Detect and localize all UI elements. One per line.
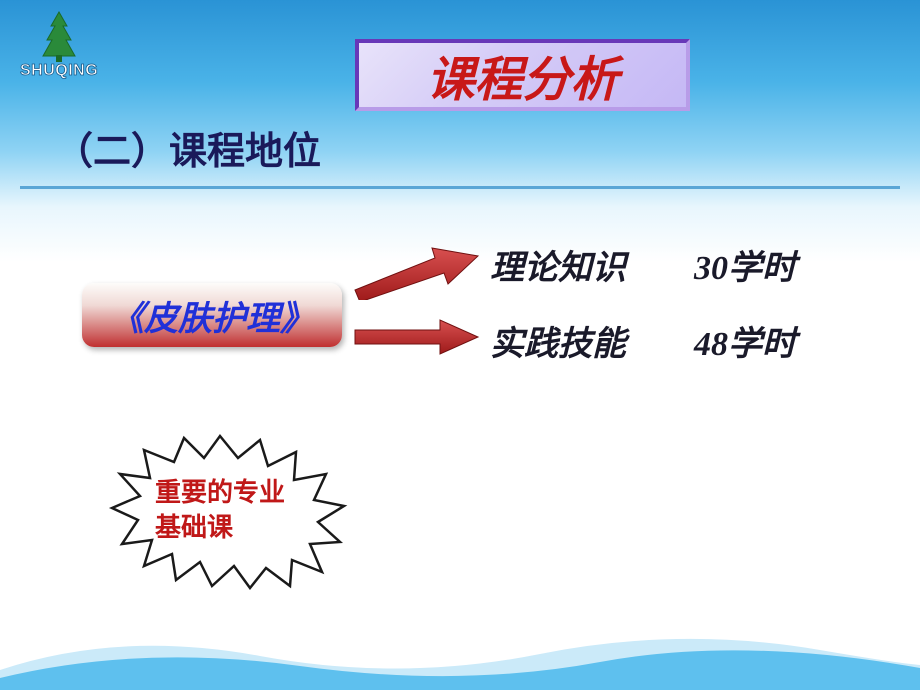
section-heading: （二）课程地位 (55, 120, 321, 175)
logo-text: SHUQING (20, 62, 98, 80)
content-row-theory: 理论知识 30学时 (490, 240, 796, 289)
tree-icon (27, 10, 91, 64)
logo: SHUQING (20, 10, 98, 80)
row-label: 实践技能 (490, 316, 640, 365)
title-box: 课程分析 (355, 39, 690, 111)
arrow-right-icon (350, 316, 480, 358)
course-pill: 《皮肤护理》 (82, 283, 342, 347)
arrow-up-icon (350, 240, 480, 300)
slide-title: 课程分析 (426, 40, 618, 110)
row-hours: 30学时 (694, 240, 796, 289)
wave-decoration (0, 620, 920, 690)
starburst-line2: 基础课 (155, 512, 233, 542)
course-label: 《皮肤护理》 (110, 291, 314, 340)
starburst-callout: 重要的专业 基础课 (90, 430, 350, 590)
starburst-text: 重要的专业 基础课 (155, 475, 285, 545)
divider-line (20, 186, 900, 189)
content-row-practice: 实践技能 48学时 (490, 316, 796, 365)
row-hours: 48学时 (694, 316, 796, 365)
starburst-line1: 重要的专业 (155, 477, 285, 507)
row-label: 理论知识 (490, 240, 640, 289)
